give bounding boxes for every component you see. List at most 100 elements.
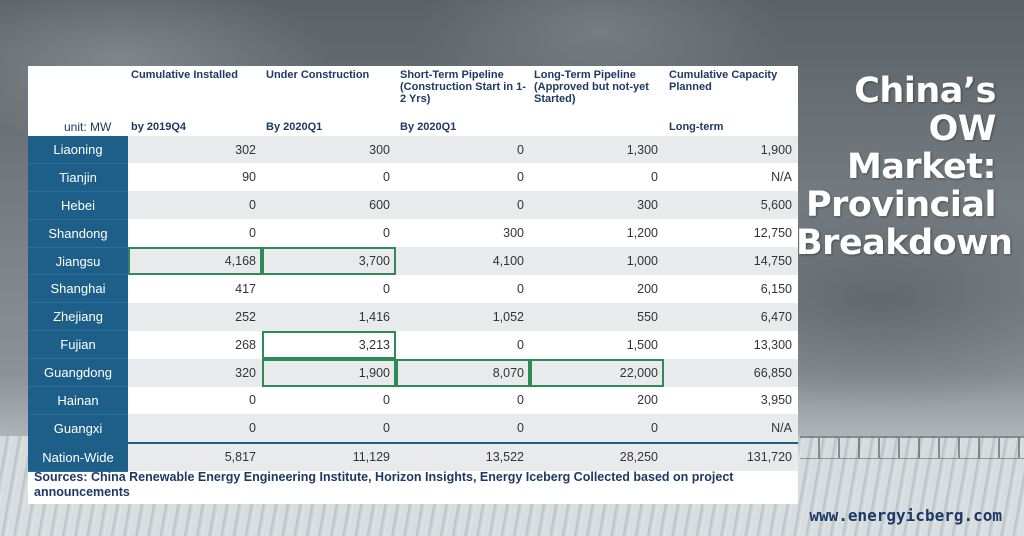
- table-row: Guangxi 0 0 0 0 N/A: [28, 414, 798, 444]
- value-cell: 14,750: [664, 247, 798, 275]
- province-cell: Zhejiang: [28, 302, 128, 332]
- title-line: Breakdown: [796, 223, 1013, 263]
- col-sub-short-term-pipeline: By 2020Q1: [400, 121, 457, 133]
- table-row: Jiangsu 4,168 3,700 4,100 1,000 14,750: [28, 247, 798, 276]
- value-cell: 13,522: [396, 441, 530, 472]
- value-cell: 6,150: [664, 274, 798, 303]
- value-cell: 1,900: [664, 136, 798, 164]
- province-cell: Nation-Wide: [28, 441, 128, 472]
- table-row: Tianjin 90 0 0 0 N/A: [28, 163, 798, 192]
- roof-railing: [800, 436, 1024, 459]
- value-cell: 252: [128, 302, 262, 331]
- province-cell: Hainan: [28, 386, 128, 415]
- value-cell: 200: [530, 386, 664, 415]
- province-cell: Hebei: [28, 191, 128, 220]
- value-cell: 268: [128, 330, 262, 359]
- table-header: Cumulative Installed Under Construction …: [28, 66, 798, 136]
- value-cell: 131,720: [664, 441, 798, 472]
- province-cell: Shandong: [28, 219, 128, 248]
- value-cell: 12,750: [664, 219, 798, 248]
- table-row: Shandong 0 0 300 1,200 12,750: [28, 219, 798, 248]
- value-cell: 22,000: [530, 358, 664, 387]
- value-cell: 0: [396, 274, 530, 303]
- value-cell: 3,950: [664, 386, 798, 415]
- title-line: China’s OW: [854, 71, 996, 149]
- col-header-cumulative-installed: Cumulative Installed: [131, 69, 238, 81]
- value-cell: 8,070: [396, 358, 530, 387]
- value-cell: 1,416: [262, 302, 396, 331]
- value-cell: 1,900: [262, 358, 396, 387]
- value-cell: 0: [396, 386, 530, 415]
- value-cell: 90: [128, 163, 262, 192]
- value-cell: 320: [128, 358, 262, 387]
- province-table: Liaoning 302 300 0 1,300 1,900 Tianjin 90 0 0 0 N/A…: [28, 136, 798, 472]
- value-cell: 3,213: [262, 330, 396, 359]
- title-line: Provincial: [805, 185, 997, 225]
- value-cell: 1,300: [530, 136, 664, 164]
- website-link[interactable]: www.energyicberg.com: [809, 506, 1002, 525]
- value-cell: 0: [262, 414, 396, 443]
- table-row: Guangdong 320 1,900 8,070 22,000 66,850: [28, 358, 798, 388]
- province-cell: Guangdong: [28, 358, 128, 388]
- province-cell: Guangxi: [28, 414, 128, 444]
- value-cell: 0: [396, 414, 530, 443]
- value-cell: 302: [128, 136, 262, 164]
- value-cell: 1,000: [530, 247, 664, 275]
- value-cell: 550: [530, 302, 664, 331]
- table-row-total: Nation-Wide 5,817 11,129 13,522 28,250 131,72…: [28, 441, 798, 472]
- value-cell: 0: [262, 219, 396, 248]
- title-line: Market:: [846, 147, 997, 187]
- province-cell: Tianjin: [28, 163, 128, 192]
- value-cell: 6,470: [664, 302, 798, 331]
- col-header-under-construction: Under Construction: [266, 69, 370, 81]
- value-cell: 0: [128, 414, 262, 443]
- value-cell: 5,600: [664, 191, 798, 220]
- value-cell: 600: [262, 191, 396, 220]
- col-header-cumulative-capacity-planned: Cumulative Capacity Planned: [669, 69, 778, 93]
- col-header-short-term-pipeline: Short-Term Pipeline (Construction Start …: [400, 69, 526, 105]
- value-cell: 0: [530, 163, 664, 192]
- value-cell: 0: [128, 191, 262, 220]
- page-title: China’s OW Market: Provincial Breakdown: [796, 71, 1013, 263]
- province-cell: Jiangsu: [28, 247, 128, 276]
- value-cell: 3,700: [262, 247, 396, 275]
- unit-label: unit: MW: [64, 120, 112, 134]
- table-row: Shanghai 417 0 0 200 6,150: [28, 274, 798, 304]
- capacity-table-panel: Cumulative Installed Under Construction …: [28, 66, 798, 504]
- value-cell: N/A: [664, 414, 798, 443]
- value-cell: 66,850: [664, 358, 798, 387]
- value-cell: 0: [396, 330, 530, 359]
- value-cell: 5,817: [128, 441, 262, 472]
- col-sub-cumulative-capacity-planned: Long-term: [669, 121, 724, 133]
- value-cell: 0: [128, 219, 262, 248]
- col-sub-cumulative-installed: by 2019Q4: [131, 121, 187, 133]
- value-cell: 0: [396, 136, 530, 164]
- value-cell: 0: [262, 274, 396, 303]
- province-cell: Liaoning: [28, 136, 128, 164]
- value-cell: 300: [262, 136, 396, 164]
- value-cell: 0: [262, 386, 396, 415]
- value-cell: 0: [530, 414, 664, 443]
- table-row: Liaoning 302 300 0 1,300 1,900: [28, 136, 798, 164]
- value-cell: 200: [530, 274, 664, 303]
- value-cell: 4,168: [128, 247, 262, 275]
- value-cell: 11,129: [262, 441, 396, 472]
- sources-note: Sources: China Renewable Energy Engineer…: [34, 470, 734, 499]
- value-cell: 1,052: [396, 302, 530, 331]
- province-cell: Fujian: [28, 330, 128, 360]
- table-row: Hainan 0 0 0 200 3,950: [28, 386, 798, 415]
- value-cell: 4,100: [396, 247, 530, 275]
- table-row: Hebei 0 600 0 300 5,600: [28, 191, 798, 220]
- value-cell: 1,500: [530, 330, 664, 359]
- value-cell: 300: [530, 191, 664, 220]
- value-cell: N/A: [664, 163, 798, 192]
- table-row: Fujian 268 3,213 0 1,500 13,300: [28, 330, 798, 360]
- province-cell: Shanghai: [28, 274, 128, 304]
- value-cell: 1,200: [530, 219, 664, 248]
- value-cell: 0: [396, 191, 530, 220]
- value-cell: 0: [396, 163, 530, 192]
- value-cell: 0: [262, 163, 396, 192]
- value-cell: 0: [128, 386, 262, 415]
- table-row: Zhejiang 252 1,416 1,052 550 6,470: [28, 302, 798, 332]
- col-sub-under-construction: By 2020Q1: [266, 121, 323, 133]
